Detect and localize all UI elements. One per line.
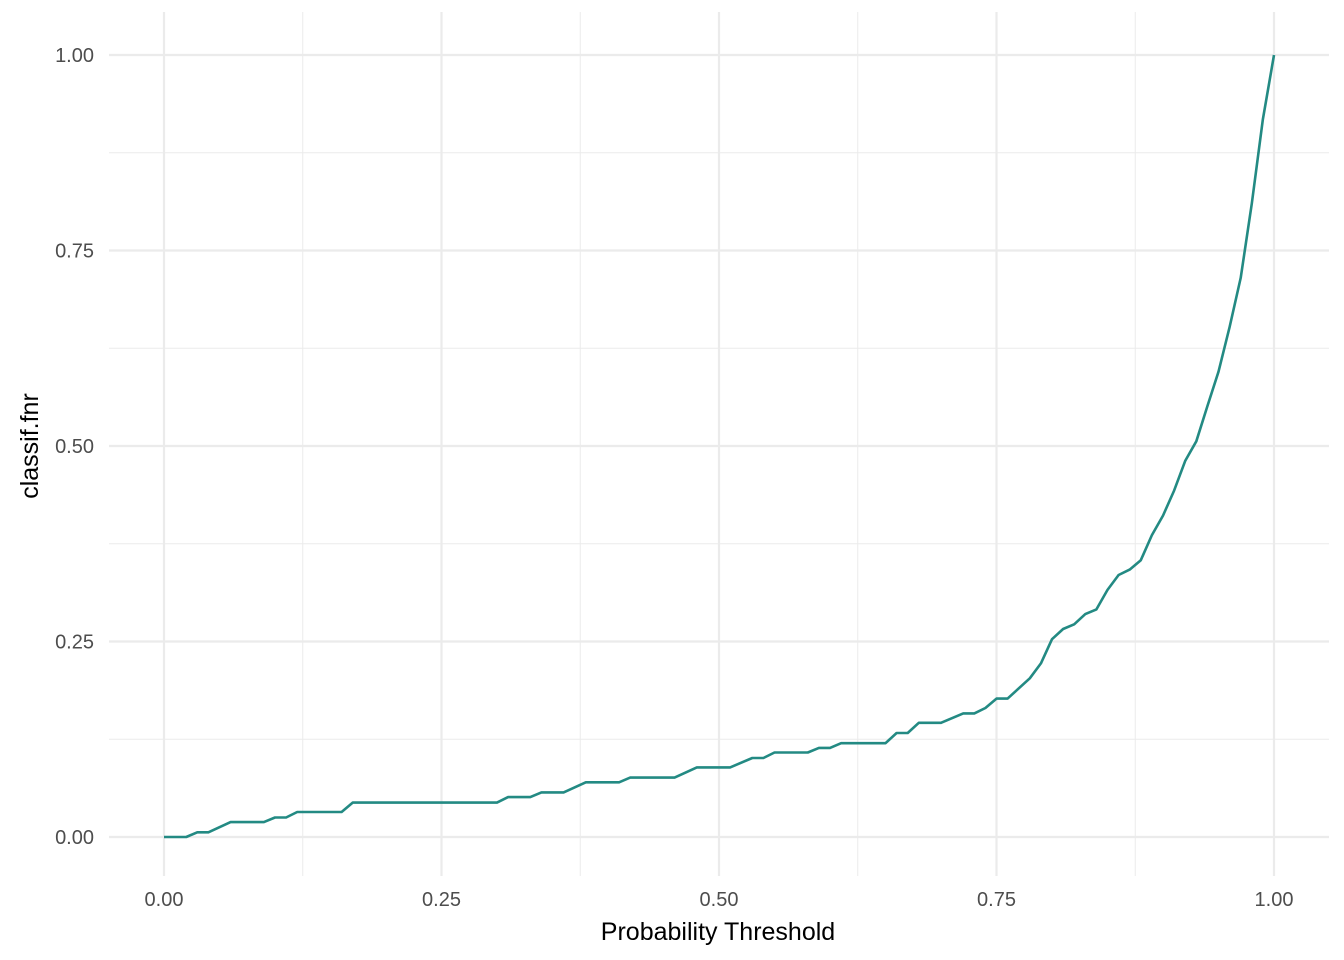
x-axis-tick-labels: 0.00 0.25 0.50 0.75 1.00 <box>145 889 1294 911</box>
x-tick-label: 0.75 <box>977 889 1016 911</box>
y-axis-title: classif.fnr <box>16 393 44 499</box>
x-tick-label: 0.00 <box>145 889 184 911</box>
x-tick-label: 1.00 <box>1255 889 1294 911</box>
series-group <box>164 54 1276 839</box>
y-axis-tick-labels: 0.00 0.25 0.50 0.75 1.00 <box>55 45 94 849</box>
y-tick-label: 0.25 <box>55 632 94 654</box>
y-tick-label: 0.00 <box>55 827 94 849</box>
y-tick-label: 1.00 <box>55 45 94 67</box>
fnr-line <box>164 54 1276 839</box>
x-tick-label: 0.25 <box>422 889 461 911</box>
x-tick-label: 0.50 <box>700 889 739 911</box>
major-gridlines <box>109 12 1329 876</box>
x-axis-title: Probability Threshold <box>601 918 835 946</box>
y-tick-label: 0.75 <box>55 241 94 263</box>
y-tick-label: 0.50 <box>55 436 94 458</box>
